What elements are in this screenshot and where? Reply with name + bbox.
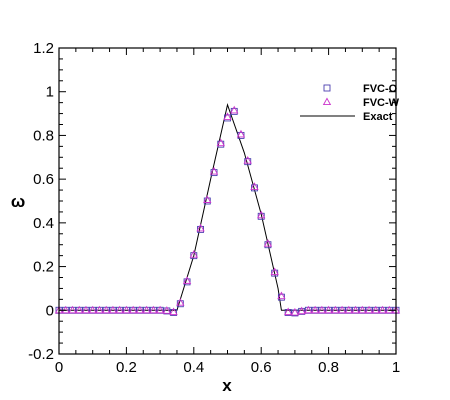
y-tick-label: 0.4 (33, 215, 54, 232)
series-fvc-o (55, 107, 400, 317)
fvc-w-point (75, 305, 84, 314)
fvc-w-point (68, 305, 77, 314)
fvc-w-point (203, 195, 212, 203)
x-tick-label: 0.6 (251, 359, 272, 376)
legend-item-fvc-o: FVC-O (323, 83, 398, 95)
fvc-w-point (358, 305, 367, 314)
fvc-w-point (223, 112, 232, 120)
fvc-w-point (344, 305, 353, 314)
fvc-o-point (170, 309, 178, 316)
exact-line (59, 103, 396, 311)
x-tick-label: 0.2 (116, 359, 137, 376)
y-axis-label: ω (11, 192, 25, 211)
fvc-w-point (108, 305, 118, 314)
legend-marker-fvc-w (322, 97, 332, 106)
fvc-w-point (284, 307, 293, 316)
fvc-w-point (209, 166, 219, 175)
fvc-w-point (351, 305, 360, 314)
series-exact (59, 103, 396, 311)
fvc-w-point (257, 210, 266, 219)
fvc-w-point (378, 305, 387, 314)
fvc-w-point (162, 306, 172, 314)
fvc-w-point (135, 305, 145, 314)
axes: 0 0.2 0.4 0.6 0.8 1-0.200.20.40.60.811.2 (28, 40, 400, 376)
fvc-w-point (337, 305, 347, 314)
plot-area (54, 103, 401, 317)
fvc-w-point (122, 305, 131, 314)
legend-label: FVC-W (363, 97, 400, 109)
fvc-w-point (102, 305, 111, 314)
fvc-w-point (331, 305, 340, 314)
fvc-w-point (371, 305, 380, 314)
x-tick-label: 0.4 (183, 359, 204, 376)
y-tick-label: 1 (46, 84, 54, 101)
series-fvc-w (54, 105, 401, 316)
x-tick-label: 0.8 (318, 359, 339, 376)
fvc-w-point (182, 276, 192, 284)
fvc-w-point (317, 305, 327, 314)
x-tick-label: 0 (55, 359, 63, 376)
fvc-w-point (176, 298, 185, 306)
legend-label: FVC-O (363, 83, 398, 95)
fvc-w-point (230, 105, 239, 114)
fvc-w-point (364, 305, 374, 314)
legend: FVC-O FVC-W Exact (300, 83, 400, 123)
y-tick-label: 0.6 (33, 171, 54, 188)
fvc-w-point (115, 305, 124, 314)
fvc-w-point (324, 305, 333, 314)
legend-label: Exact (363, 111, 393, 123)
fvc-w-point (270, 267, 279, 276)
fvc-w-point (169, 307, 178, 316)
fvc-w-point (236, 129, 246, 138)
fvc-o-point (284, 309, 292, 316)
fvc-w-point (196, 223, 205, 232)
legend-item-exact: Exact (300, 111, 393, 123)
fvc-w-point (88, 305, 97, 314)
fvc-o-point (291, 309, 299, 317)
fvc-w-point (310, 305, 320, 314)
x-tick-label: 1 (392, 359, 400, 376)
fvc-w-point (304, 305, 313, 314)
legend-marker-fvc-o (323, 84, 331, 92)
y-tick-label: -0.2 (28, 346, 54, 363)
fvc-w-point (216, 138, 225, 147)
fvc-w-point (189, 250, 198, 258)
fvc-w-point (128, 305, 138, 314)
legend-item-fvc-w: FVC-W (322, 97, 400, 109)
y-tick-label: 1.2 (33, 40, 54, 57)
x-axis-label: x (222, 376, 232, 395)
y-tick-label: 0.2 (33, 259, 54, 276)
fvc-w-point (142, 305, 151, 314)
fvc-w-point (149, 305, 158, 314)
fvc-w-point (243, 156, 252, 164)
fvc-w-point (290, 307, 300, 316)
fvc-w-point (155, 305, 165, 314)
fvc-w-point (277, 291, 286, 300)
fvc-w-point (263, 239, 273, 247)
fvc-w-point (297, 306, 306, 315)
fvc-w-point (95, 305, 104, 314)
fvc-w-point (250, 182, 259, 190)
y-tick-label: 0.8 (33, 127, 54, 144)
y-tick-label: 0 (46, 302, 54, 319)
fvc-w-point (81, 305, 91, 314)
